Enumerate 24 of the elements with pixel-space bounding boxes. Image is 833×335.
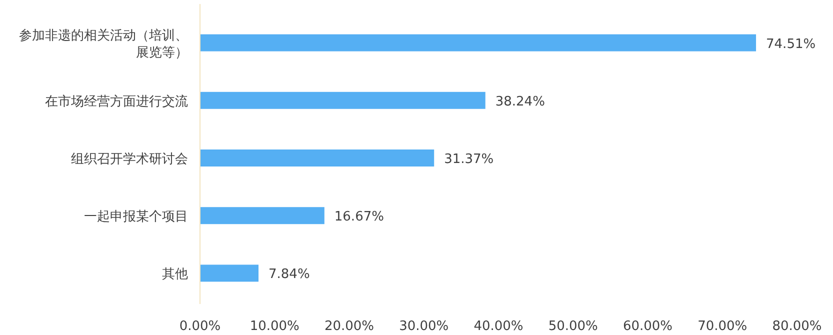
x-tick-label: 60.00% bbox=[622, 319, 673, 334]
data-label: 7.84% bbox=[268, 267, 310, 282]
x-tick-label: 80.00% bbox=[772, 319, 822, 334]
x-tick-label: 0.00% bbox=[179, 319, 221, 334]
bar bbox=[200, 92, 486, 109]
x-tick-label: 70.00% bbox=[698, 319, 748, 334]
x-tick-label: 10.00% bbox=[250, 319, 300, 334]
data-label: 38.24% bbox=[495, 94, 545, 110]
data-label: 31.37% bbox=[444, 152, 494, 167]
y-tick-label: 一起申报某个项目 bbox=[84, 210, 188, 225]
bar bbox=[200, 150, 434, 166]
data-label: 74.51% bbox=[766, 36, 816, 52]
data-label: 16.67% bbox=[334, 210, 384, 225]
bar bbox=[200, 207, 324, 224]
y-tick-label: 参加非遗的相关活动（培训、展览等） bbox=[19, 28, 188, 60]
x-tick-label: 30.00% bbox=[399, 319, 449, 334]
x-tick-label: 50.00% bbox=[548, 319, 598, 334]
y-tick-label: 其他 bbox=[162, 267, 188, 282]
x-tick-label: 40.00% bbox=[474, 319, 524, 334]
x-tick-label: 20.00% bbox=[324, 319, 374, 334]
y-tick-label: 在市场经营方面进行交流 bbox=[45, 93, 188, 110]
bar bbox=[200, 264, 259, 282]
bar bbox=[200, 34, 756, 52]
y-tick-label: 组织召开学术研讨会 bbox=[71, 152, 188, 167]
